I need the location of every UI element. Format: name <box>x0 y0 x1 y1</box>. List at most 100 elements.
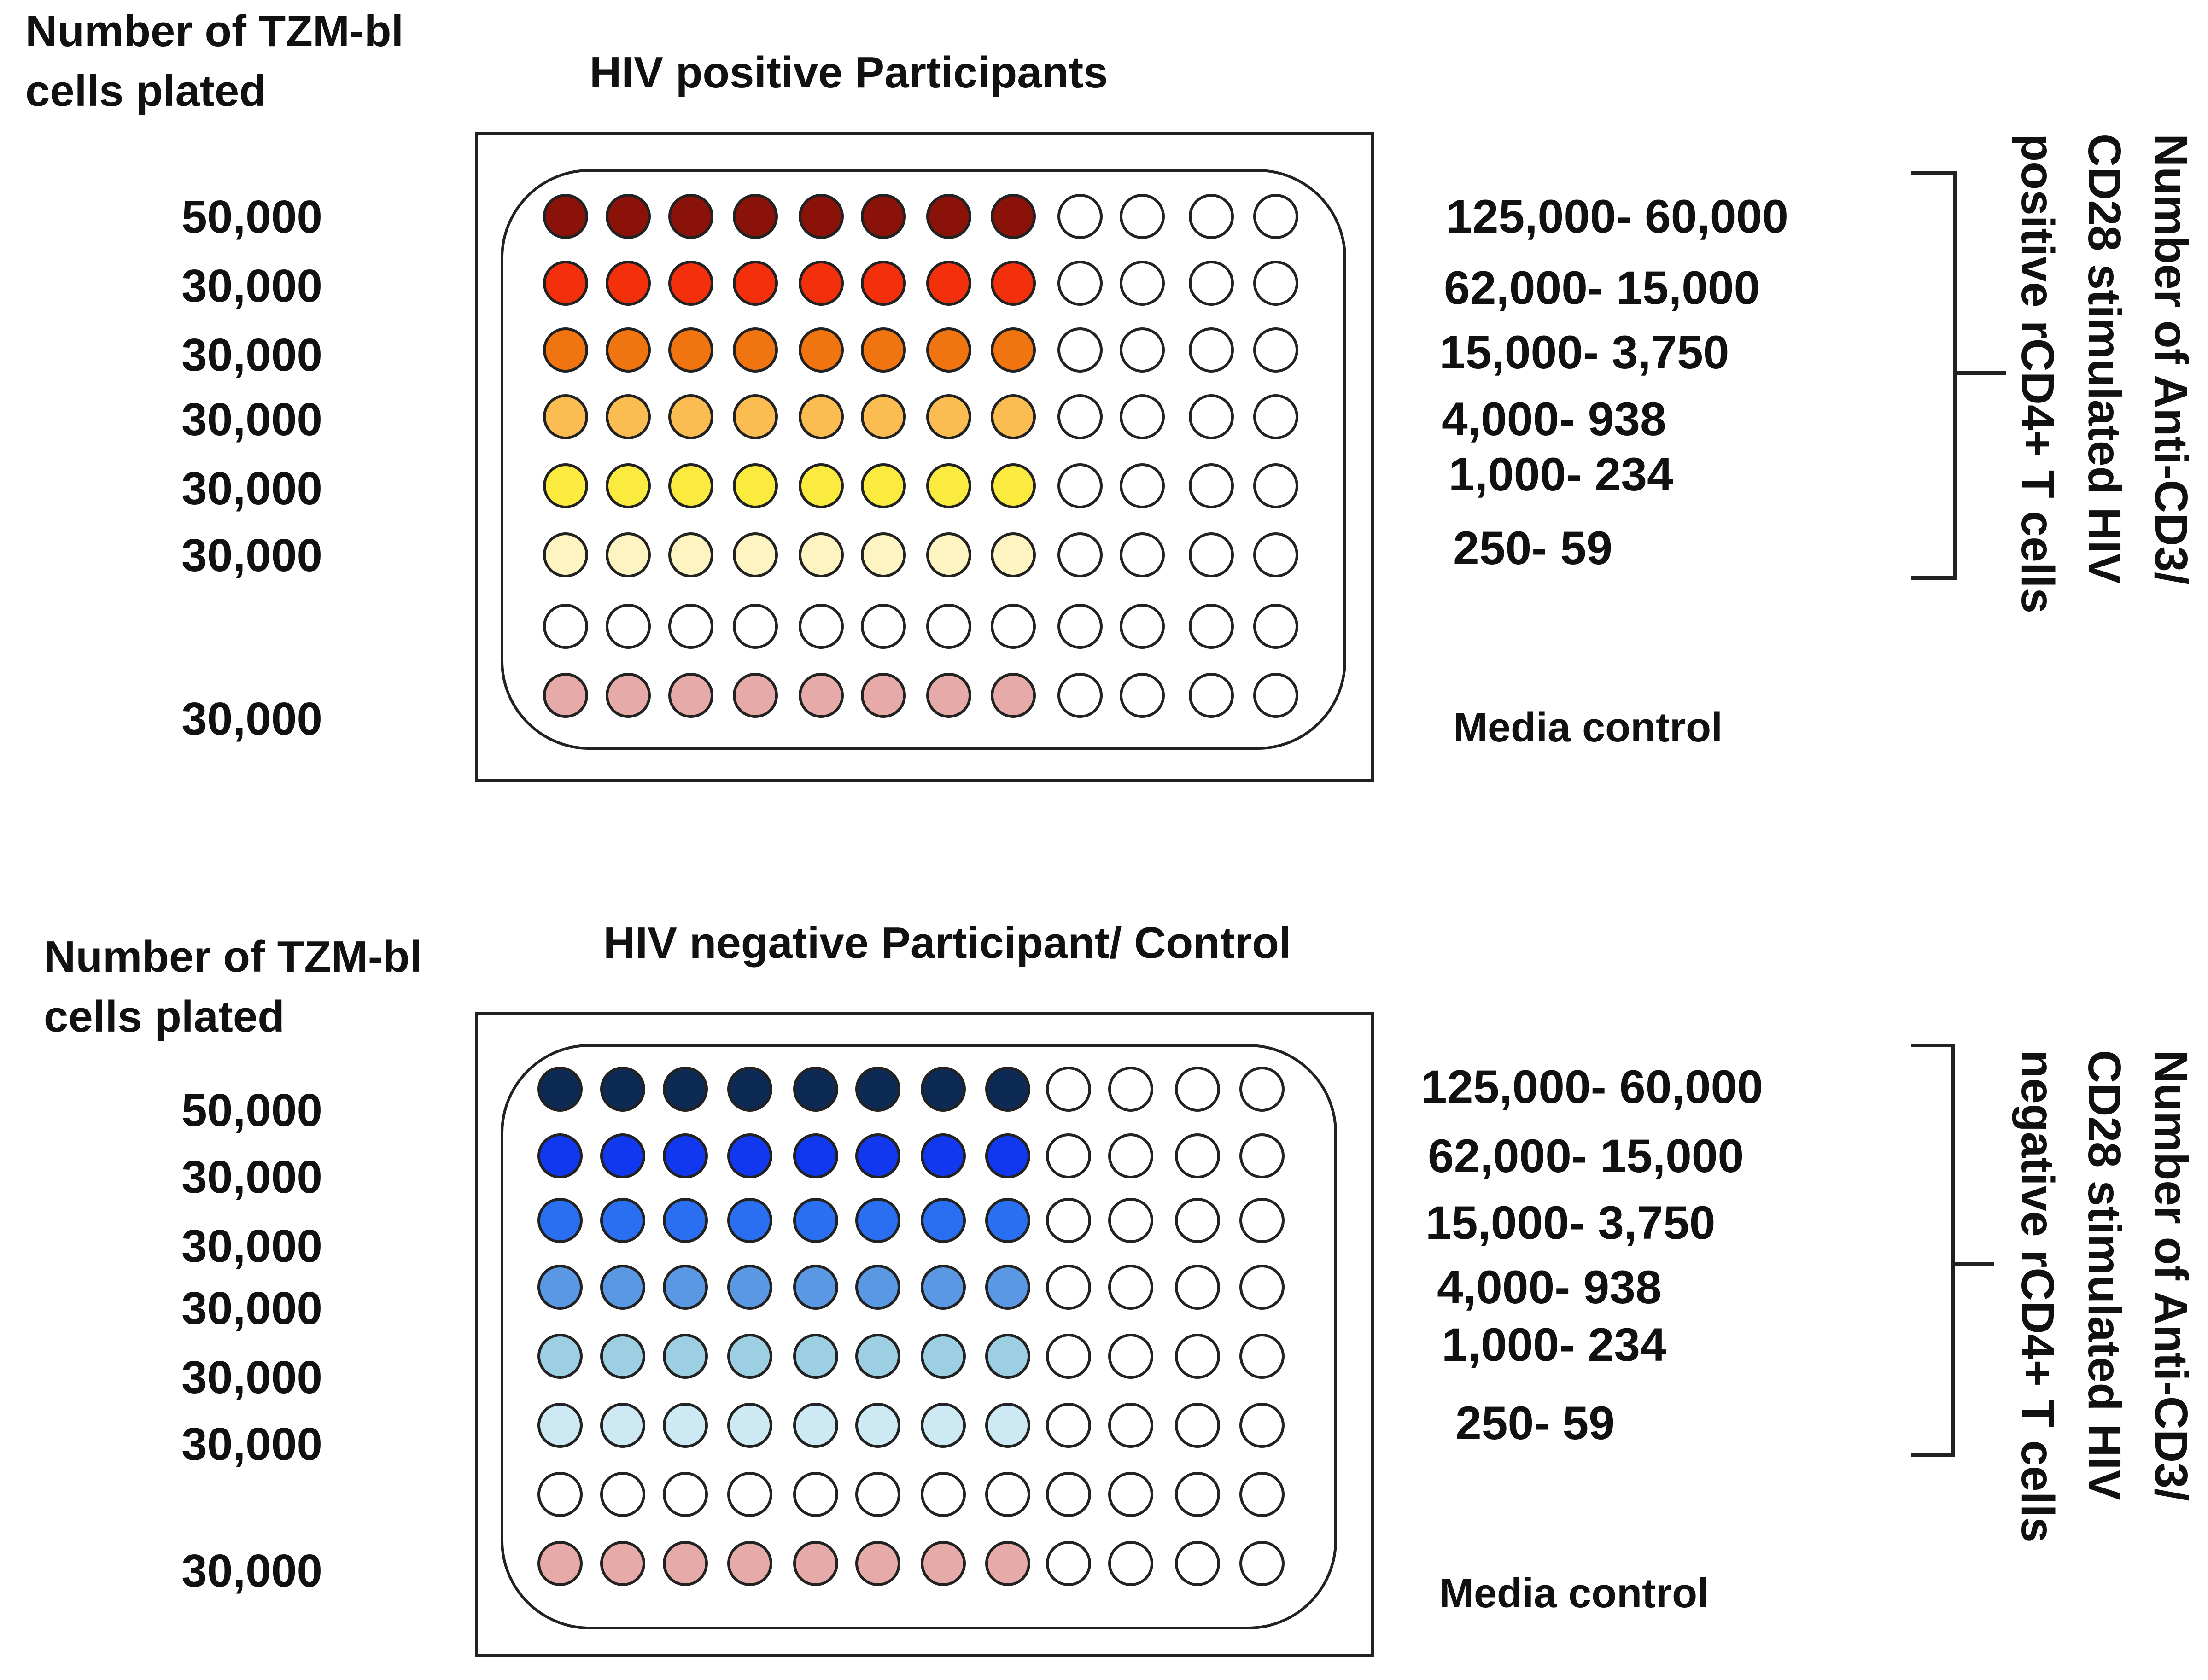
well-filled <box>985 1472 1030 1517</box>
well-filled <box>921 1067 966 1112</box>
row-range-label: 15,000- 3,750 <box>1439 326 1729 379</box>
well-filled <box>543 261 588 306</box>
row-counts: 50,000 30,000 30,000 30,000 30,000 30,00… <box>181 191 322 745</box>
row-count: 30,000 <box>181 1151 322 1203</box>
row-count: 30,000 <box>181 463 322 514</box>
well-filled <box>861 261 906 306</box>
well-empty <box>1108 1472 1153 1517</box>
well-empty <box>1108 1198 1153 1243</box>
row-count: 30,000 <box>181 1545 322 1597</box>
well-filled <box>793 1472 838 1517</box>
well-filled <box>926 261 971 306</box>
well-filled <box>606 261 651 306</box>
well-filled <box>799 327 844 373</box>
well-empty <box>1120 532 1165 578</box>
well-empty <box>1046 1067 1091 1112</box>
bracket-label-line-2: CD28 stimulated HIV <box>2079 134 2130 584</box>
row-count: 30,000 <box>181 530 322 581</box>
row-range-label: 125,000- 60,000 <box>1446 190 1788 243</box>
well-filled <box>921 1541 966 1586</box>
well-empty <box>1046 1472 1091 1517</box>
well-empty <box>1253 604 1298 649</box>
well-filled <box>537 1403 583 1448</box>
well-filled <box>606 394 651 439</box>
well-filled <box>855 1198 900 1243</box>
well-filled <box>600 1067 645 1112</box>
well-empty <box>1189 394 1234 439</box>
well-filled <box>985 1541 1030 1586</box>
row-count: 30,000 <box>181 1283 322 1334</box>
well-filled <box>606 604 651 649</box>
well-filled <box>985 1334 1030 1379</box>
well-filled <box>663 1198 708 1243</box>
well-filled <box>991 394 1036 439</box>
well-filled <box>733 394 778 439</box>
row-count: 30,000 <box>181 394 322 445</box>
well-empty <box>1253 463 1298 508</box>
well-filled <box>663 1334 708 1379</box>
well-filled <box>799 463 844 508</box>
bracket-label: Number of Anti-CD3/ CD28 stimulated HIV … <box>2012 134 2197 613</box>
well-filled <box>537 1541 583 1586</box>
well-empty <box>1057 604 1103 649</box>
well-empty <box>1253 327 1298 373</box>
well-empty <box>1120 194 1165 239</box>
well-filled <box>663 1472 708 1517</box>
well-empty <box>1108 1403 1153 1448</box>
well-empty <box>1239 1541 1285 1586</box>
well-filled <box>921 1133 966 1178</box>
well-filled <box>926 327 971 373</box>
well-filled <box>793 1334 838 1379</box>
well-filled <box>926 394 971 439</box>
plate-inner-frame <box>501 169 1346 750</box>
well-filled <box>793 1403 838 1448</box>
well-empty <box>1239 1198 1285 1243</box>
well-filled <box>543 327 588 373</box>
well-filled <box>668 327 713 373</box>
row-range-label: 62,000- 15,000 <box>1444 262 1760 314</box>
well-empty <box>1253 673 1298 718</box>
well-filled <box>543 194 588 239</box>
well-filled <box>663 1067 708 1112</box>
row-count: 30,000 <box>181 329 322 381</box>
row-range-label: 125,000- 60,000 <box>1421 1061 1763 1113</box>
well-empty <box>1189 463 1234 508</box>
well-filled <box>985 1133 1030 1178</box>
well-empty <box>1189 194 1234 239</box>
well-filled <box>861 327 906 373</box>
well-filled <box>991 327 1036 373</box>
well-filled <box>668 261 713 306</box>
well-filled <box>793 1198 838 1243</box>
well-filled <box>733 463 778 508</box>
well-filled <box>921 1265 966 1310</box>
well-filled <box>606 673 651 718</box>
well-empty <box>1189 673 1234 718</box>
well-empty <box>1253 532 1298 578</box>
well-empty <box>1239 1067 1285 1112</box>
well-filled <box>543 673 588 718</box>
well-filled <box>537 1198 583 1243</box>
row-range-label: 62,000- 15,000 <box>1428 1130 1744 1182</box>
plate-title: HIV positive Participants <box>590 48 1108 97</box>
left-heading-line-2: cells plated <box>25 66 266 116</box>
well-empty <box>1057 327 1103 373</box>
well-filled <box>727 1403 772 1448</box>
well-filled <box>727 1133 772 1178</box>
well-filled <box>861 673 906 718</box>
well-filled <box>921 1403 966 1448</box>
well-filled <box>861 463 906 508</box>
row-counts: 50,000 30,000 30,000 30,000 30,000 30,00… <box>181 1085 322 1597</box>
well-empty <box>1189 604 1234 649</box>
plate-title: HIV negative Participant/ Control <box>603 918 1291 968</box>
well-empty <box>1239 1472 1285 1517</box>
well-filled <box>991 673 1036 718</box>
well-filled <box>991 261 1036 306</box>
left-heading-line-1: Number of TZM-bl <box>25 6 403 56</box>
well-filled <box>733 261 778 306</box>
well-empty <box>1046 1198 1091 1243</box>
well-filled <box>861 194 906 239</box>
row-range-label: 15,000- 3,750 <box>1425 1196 1716 1249</box>
well-empty <box>1175 1133 1220 1178</box>
